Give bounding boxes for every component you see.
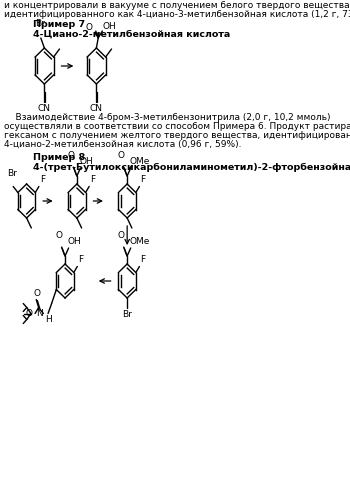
Text: Пример 8: Пример 8 — [33, 153, 85, 162]
Text: O: O — [118, 231, 125, 240]
Text: H: H — [45, 316, 51, 324]
Text: гексаном с получением желтого твердого вещества, идентифицированного как: гексаном с получением желтого твердого в… — [4, 131, 350, 140]
Text: Взаимодействие 4-бром-3-метилбензонитрила (2,0 г, 10,2 ммоль): Взаимодействие 4-бром-3-метилбензонитрил… — [4, 113, 330, 122]
Text: CN: CN — [38, 104, 51, 113]
Text: OMe: OMe — [130, 237, 150, 246]
Text: Br: Br — [35, 19, 44, 28]
Text: F: F — [90, 176, 96, 184]
Text: Br: Br — [7, 170, 17, 178]
Text: F: F — [40, 176, 45, 184]
Text: OH: OH — [79, 157, 93, 166]
Text: OMe: OMe — [130, 157, 150, 166]
Text: CN: CN — [90, 104, 103, 113]
Text: 4-(трет-Бутилоксикарбониламинометил)-2-фторбензойная кислота: 4-(трет-Бутилоксикарбониламинометил)-2-ф… — [33, 163, 350, 172]
Text: O: O — [68, 151, 75, 160]
Text: OH: OH — [68, 237, 81, 246]
Text: N: N — [37, 309, 43, 318]
Text: O: O — [56, 231, 63, 240]
Text: осуществляли в соответствии со способом Примера 6. Продукт растирали с: осуществляли в соответствии со способом … — [4, 122, 350, 131]
Text: O: O — [26, 309, 33, 318]
Text: идентифицированного как 4-циано-3-метилбензойная кислота (1,2 г, 73%).: идентифицированного как 4-циано-3-метилб… — [4, 10, 350, 19]
Text: O: O — [85, 23, 92, 32]
Text: Пример 7: Пример 7 — [33, 20, 85, 29]
Text: F: F — [141, 176, 146, 184]
Text: Br: Br — [122, 310, 132, 319]
Text: F: F — [141, 256, 146, 264]
Text: и концентрировали в вакууме с получением белого твердого вещества,: и концентрировали в вакууме с получением… — [4, 1, 350, 10]
Text: 4-Циано-2-метилбензойная кислота: 4-Циано-2-метилбензойная кислота — [33, 30, 230, 39]
Text: F: F — [78, 256, 84, 264]
Text: O: O — [118, 151, 125, 160]
Text: 4-циано-2-метилбензойная кислота (0,96 г, 59%).: 4-циано-2-метилбензойная кислота (0,96 г… — [4, 140, 241, 149]
Text: OH: OH — [102, 22, 116, 31]
Text: O: O — [34, 288, 41, 298]
